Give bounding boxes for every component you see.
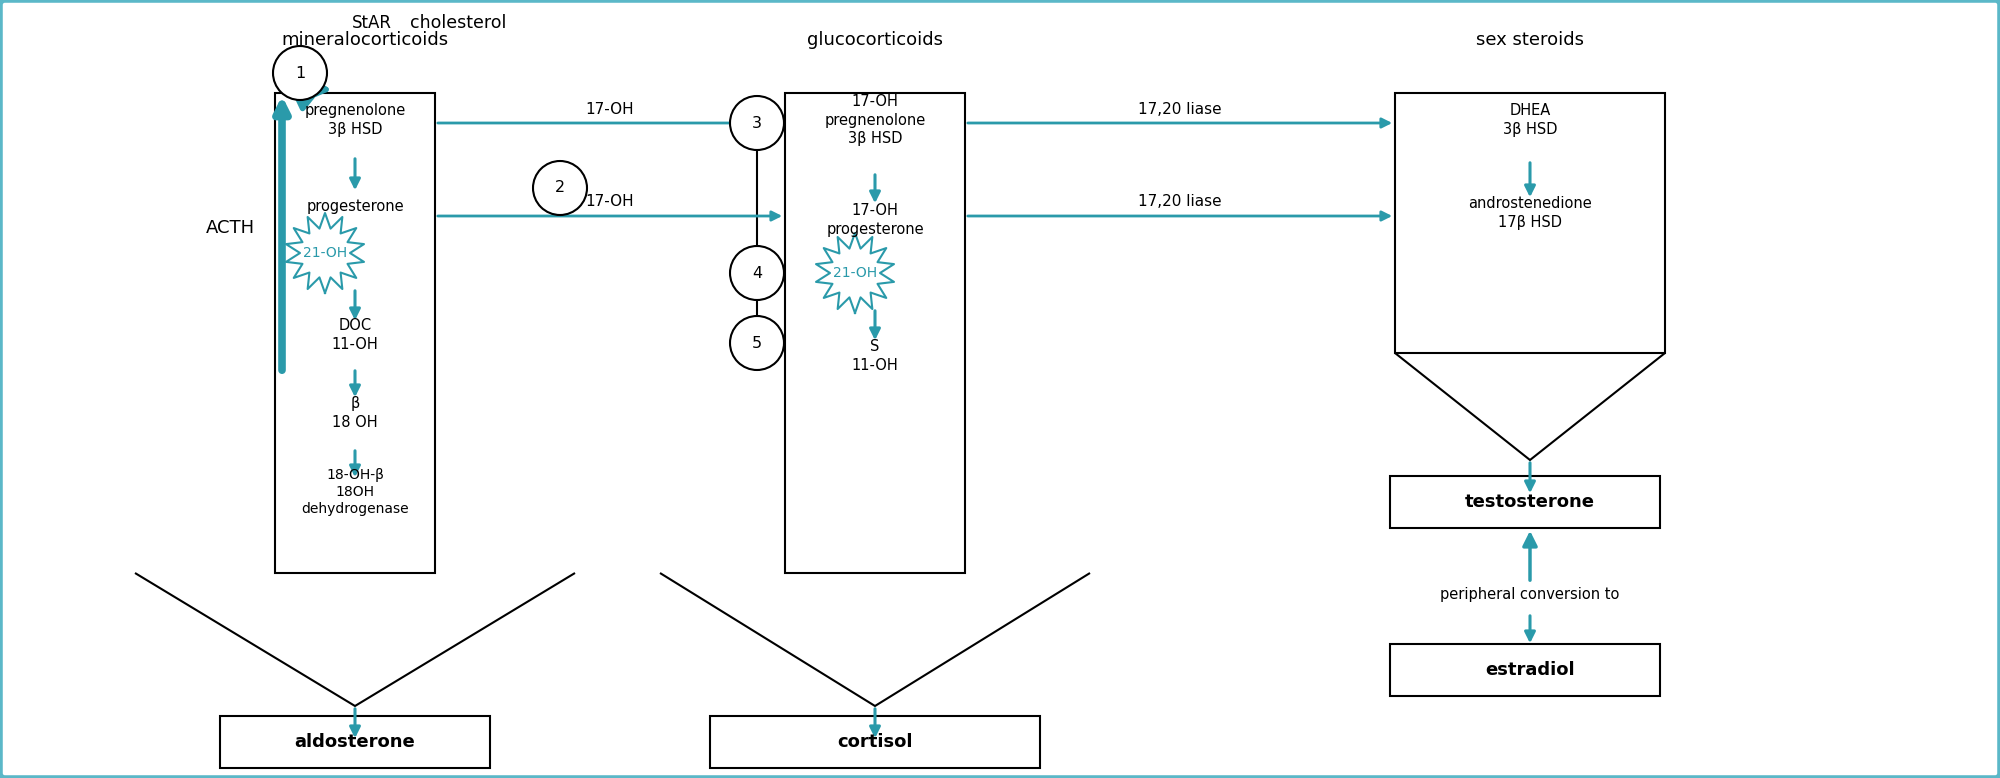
Bar [710,716,1040,768]
Circle shape [730,246,784,300]
Text: S
11-OH: S 11-OH [852,339,898,373]
Text: cholesterol: cholesterol [410,14,506,32]
Text: peripheral conversion to: peripheral conversion to [1440,587,1620,602]
Text: estradiol: estradiol [1486,661,1574,679]
Text: mineralocorticoids: mineralocorticoids [282,31,448,49]
Bar [1390,476,1660,528]
Text: 17-OH: 17-OH [586,194,634,209]
Bar [276,93,436,573]
Text: β
18 OH: β 18 OH [332,396,378,430]
Bar [220,716,490,768]
Text: 21-OH: 21-OH [302,246,348,260]
Text: pregnenolone
3β HSD: pregnenolone 3β HSD [304,103,406,137]
Bar [784,93,964,573]
Text: progesterone: progesterone [306,198,404,213]
Text: ACTH: ACTH [206,219,256,237]
Text: 17-OH
progesterone: 17-OH progesterone [826,203,924,237]
Bar [1390,644,1660,696]
Text: androstenedione
17β HSD: androstenedione 17β HSD [1468,196,1592,230]
Text: 1: 1 [294,65,306,80]
Text: DOC
11-OH: DOC 11-OH [332,318,378,352]
Circle shape [730,96,784,150]
Text: cortisol: cortisol [838,733,912,751]
Text: 3: 3 [752,115,762,131]
Text: 17,20 liase: 17,20 liase [1138,194,1222,209]
FancyArrowPatch shape [302,82,326,98]
Text: 21-OH: 21-OH [832,266,878,280]
Text: DHEA
3β HSD: DHEA 3β HSD [1502,103,1558,137]
Text: glucocorticoids: glucocorticoids [808,31,944,49]
Circle shape [272,46,328,100]
Circle shape [730,316,784,370]
Text: 17-OH: 17-OH [586,101,634,117]
Text: 2: 2 [554,180,566,195]
Text: StAR: StAR [352,14,392,32]
Text: 4: 4 [752,265,762,281]
Bar [1396,93,1664,353]
Text: testosterone: testosterone [1464,493,1596,511]
Text: 17-OH
pregnenolone
3β HSD: 17-OH pregnenolone 3β HSD [824,94,926,146]
Text: aldosterone: aldosterone [294,733,416,751]
Text: 5: 5 [752,335,762,351]
Text: 17,20 liase: 17,20 liase [1138,101,1222,117]
Text: 18-OH-β
18OH
dehydrogenase: 18-OH-β 18OH dehydrogenase [302,468,408,517]
Text: sex steroids: sex steroids [1476,31,1584,49]
Circle shape [532,161,588,215]
